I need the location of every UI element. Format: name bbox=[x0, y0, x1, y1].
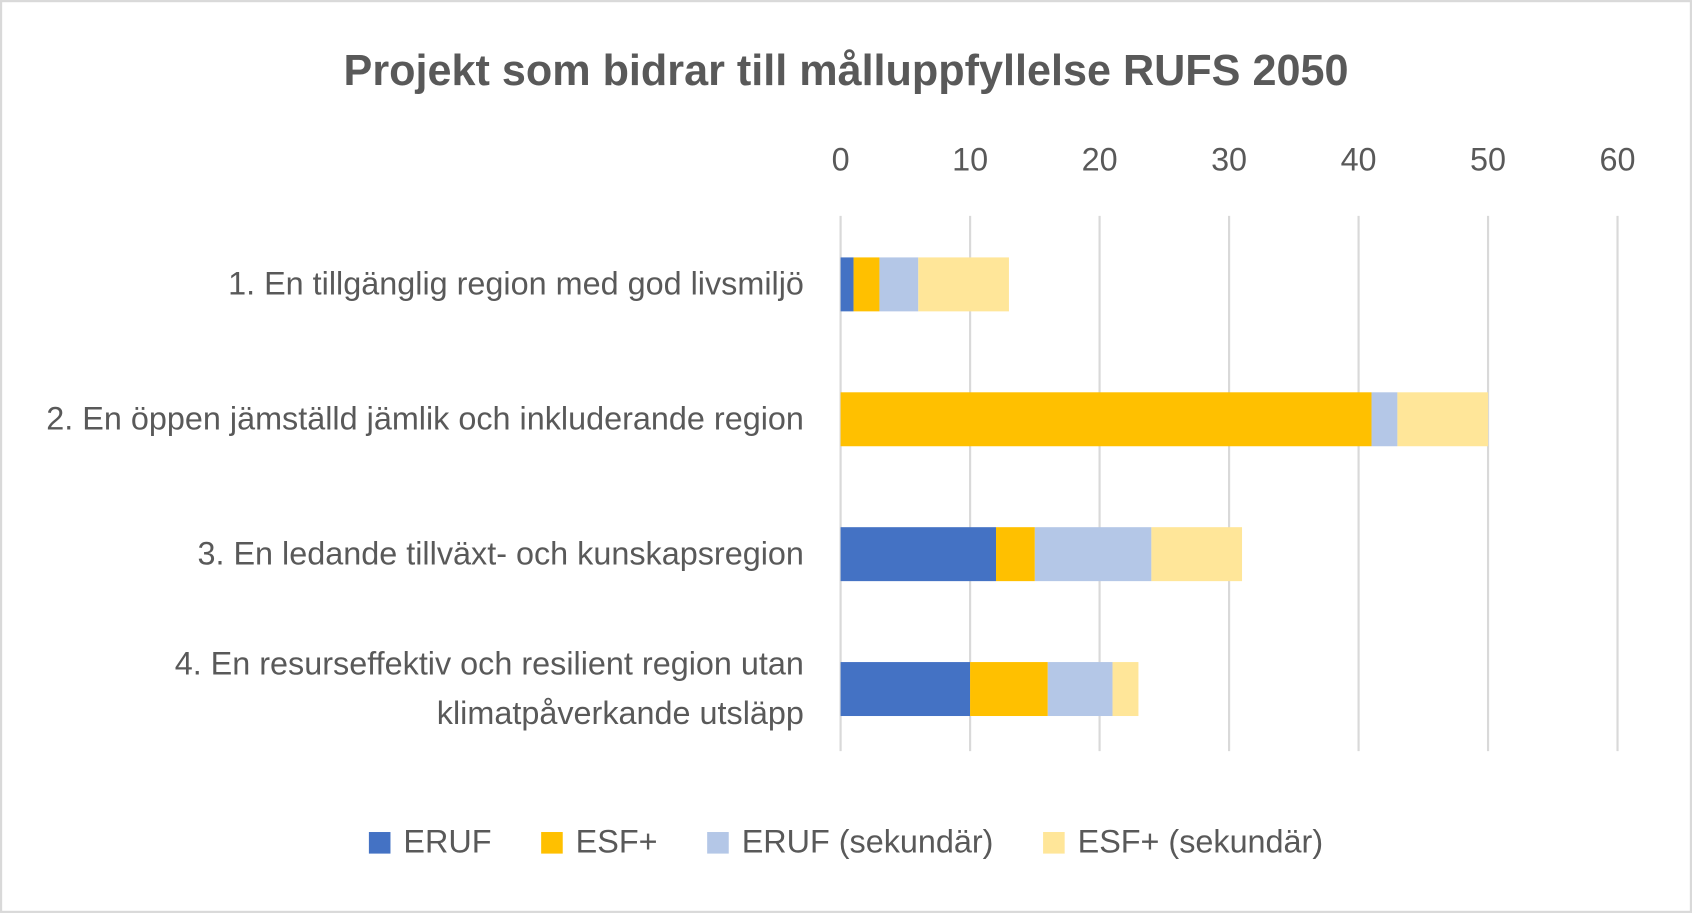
x-tick-label: 40 bbox=[1341, 141, 1377, 177]
legend-label: ESF+ (sekundär) bbox=[1078, 823, 1324, 859]
legend-label: ESF+ bbox=[576, 823, 658, 859]
y-tick-label: 2. En öppen jämställd jämlik och inklude… bbox=[22, 355, 804, 484]
x-tick-label: 50 bbox=[1470, 141, 1506, 177]
bar-segment bbox=[1397, 392, 1489, 447]
bar-segment bbox=[995, 527, 1035, 582]
bar-segment bbox=[970, 662, 1048, 717]
bar-segment bbox=[853, 257, 880, 312]
category-label-box: 4. En resurseffektiv och resilient regio… bbox=[22, 624, 804, 753]
bar-segment bbox=[1112, 662, 1139, 717]
y-tick-label-text: 4. En resurseffektiv och resilient regio… bbox=[174, 645, 804, 732]
y-tick-label: 3. En ledande tillväxt- och kunskapsregi… bbox=[22, 489, 804, 618]
x-tick-label: 30 bbox=[1211, 141, 1247, 177]
x-tick-label: 10 bbox=[952, 141, 988, 177]
legend-label: ERUF (sekundär) bbox=[742, 823, 994, 859]
y-tick-label-text: 1. En tillgänglig region med god livsmil… bbox=[228, 266, 804, 302]
category-label-box: 3. En ledande tillväxt- och kunskapsregi… bbox=[22, 489, 804, 618]
legend-swatch bbox=[541, 832, 563, 854]
y-tick-label: 4. En resurseffektiv och resilient regio… bbox=[22, 624, 804, 753]
bar-segment bbox=[1047, 662, 1113, 717]
bar-segment bbox=[840, 662, 971, 717]
bar-segment bbox=[1151, 527, 1243, 582]
bar-segment bbox=[1371, 392, 1398, 447]
legend-swatch bbox=[368, 832, 391, 854]
x-tick-label: 0 bbox=[832, 141, 850, 177]
y-tick-label: 1. En tillgänglig region med god livsmil… bbox=[22, 220, 804, 349]
legend-swatch bbox=[1043, 832, 1065, 854]
bar-segment bbox=[840, 392, 1372, 447]
y-tick-label-text: 3. En ledande tillväxt- och kunskapsregi… bbox=[197, 535, 804, 572]
bar-segment bbox=[840, 257, 854, 312]
category-label-box: 2. En öppen jämställd jämlik och inklude… bbox=[22, 355, 804, 484]
x-tick-label: 60 bbox=[1600, 141, 1636, 177]
bar-segment bbox=[840, 527, 996, 582]
y-tick-label-text: 2. En öppen jämställd jämlik och inklude… bbox=[46, 400, 804, 437]
bar-segment bbox=[1034, 527, 1152, 582]
bar-segment bbox=[879, 257, 919, 312]
chart-title: Projekt som bidrar till målluppfyllelse … bbox=[344, 47, 1349, 95]
category-label-box: 1. En tillgänglig region med god livsmil… bbox=[22, 220, 804, 349]
x-tick-label: 20 bbox=[1082, 141, 1118, 177]
bar-segment bbox=[918, 257, 1009, 312]
legend-label: ERUF bbox=[403, 823, 491, 859]
legend-swatch bbox=[707, 832, 729, 854]
